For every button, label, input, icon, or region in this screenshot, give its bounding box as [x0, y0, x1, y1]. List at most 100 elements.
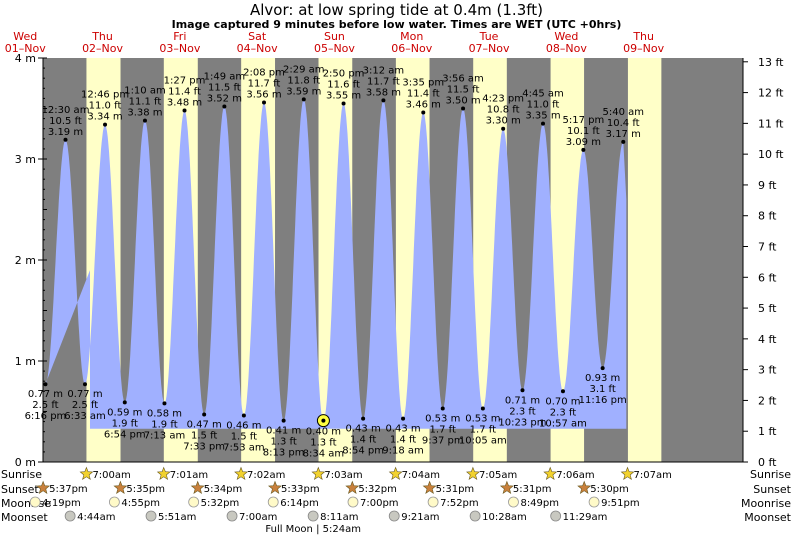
tide-point	[281, 418, 286, 423]
tide-point	[63, 137, 68, 142]
high-tide-metres: 3.52 m	[207, 93, 242, 104]
chart-subtitle: Image captured 9 minutes before low wate…	[171, 18, 622, 31]
y-right-tick-label: 6 ft	[758, 271, 777, 284]
moonrise-row-label-right: Moonrise	[741, 497, 791, 510]
high-tide-time: 5:17 pm	[562, 115, 604, 126]
day-of-week-label: Wed	[13, 30, 37, 43]
sunset-icon	[36, 480, 51, 494]
low-tide-metres: 0.93 m	[585, 373, 620, 384]
tide-point	[501, 126, 506, 131]
low-tide-feet: 1.7 ft	[470, 424, 496, 435]
high-tide-metres: 3.46 m	[406, 100, 441, 111]
day-of-week-label: Mon	[400, 30, 423, 43]
tide-point	[122, 400, 127, 405]
moonrise-icon	[508, 496, 519, 508]
y-right-tick-label: 3 ft	[758, 364, 777, 377]
high-tide-feet: 10.8 ft	[487, 105, 520, 116]
moonset-icon	[469, 510, 481, 522]
sunrise-time: 7:03am	[324, 470, 362, 481]
high-tide-feet: 10.1 ft	[567, 126, 600, 137]
moonset-time: 10:28am	[482, 512, 527, 523]
day-of-week-label: Thu	[632, 30, 654, 43]
low-tide-metres: 0.53 m	[465, 413, 500, 424]
low-tide-feet: 1.4 ft	[350, 435, 376, 446]
sunset-icon	[113, 480, 128, 494]
tide-point	[241, 413, 246, 418]
high-tide-metres: 3.35 m	[525, 111, 560, 122]
sunset-time: 5:30pm	[590, 484, 629, 495]
moon-phase-label: Full Moon | 5:24am	[265, 524, 361, 535]
high-tide-feet: 11.0 ft	[89, 101, 122, 112]
tide-point	[421, 110, 426, 115]
tide-point	[222, 104, 227, 109]
y-left-tick-label: 1 m	[15, 355, 36, 368]
sunset-row-label-right: Sunset	[753, 483, 791, 496]
sunrise-icon	[311, 466, 326, 480]
current-time-dot	[321, 418, 326, 423]
sunset-icon	[268, 480, 282, 494]
moonset-icon	[388, 510, 400, 522]
tide-point	[202, 412, 207, 417]
sunrise-time: 7:01am	[170, 470, 208, 481]
low-tide-time: 8:13 pm	[263, 448, 305, 459]
high-tide-time: 3:56 am	[442, 74, 484, 85]
sunset-time: 5:33pm	[281, 484, 320, 495]
moonrise-time: 5:32pm	[201, 498, 240, 509]
sunset-icon	[190, 480, 205, 494]
y-right-tick-label: 13 ft	[758, 56, 784, 69]
moonrise-icon	[108, 496, 120, 508]
low-tide-metres: 0.43 m	[385, 424, 420, 435]
low-tide-time: 10:05 am	[459, 435, 507, 446]
date-label: 08–Nov	[546, 42, 587, 55]
high-tide-time: 12:30 am	[42, 105, 90, 116]
day-of-week-label: Thu	[91, 30, 113, 43]
sunrise-time: 7:00am	[92, 470, 130, 481]
low-tide-time: 8:54 pm	[342, 446, 384, 457]
y-right-tick-label: 4 ft	[758, 333, 777, 346]
y-right-tick-label: 10 ft	[758, 148, 784, 161]
tide-point	[341, 101, 346, 106]
moonset-time: 4:44am	[77, 512, 115, 523]
tide-point	[401, 416, 406, 421]
sunrise-time: 7:07am	[634, 470, 672, 481]
low-tide-metres: 0.58 m	[147, 408, 182, 419]
low-tide-feet: 1.3 ft	[310, 438, 336, 449]
moonrise-time: 8:49pm	[520, 498, 559, 509]
tide-point	[461, 106, 466, 111]
y-left-tick-label: 0 m	[15, 456, 36, 469]
tide-point	[520, 388, 525, 393]
tide-area	[45, 99, 627, 429]
high-tide-time: 1:10 am	[124, 86, 166, 97]
high-tide-metres: 3.17 m	[606, 129, 641, 140]
low-tide-time: 7:13 am	[144, 430, 186, 441]
moonrise-icon	[29, 496, 41, 508]
high-tide-time: 3:12 am	[363, 65, 405, 76]
moonrise-icon	[267, 496, 279, 508]
low-tide-feet: 1.3 ft	[270, 437, 296, 448]
low-tide-feet: 1.5 ft	[231, 432, 257, 443]
low-tide-time: 6:33 am	[64, 411, 106, 422]
day-of-week-label: Tue	[479, 30, 499, 43]
sunset-time: 5:32pm	[358, 484, 397, 495]
low-tide-feet: 3.1 ft	[589, 384, 615, 395]
high-tide-feet: 11.4 ft	[407, 89, 440, 100]
moonset-row-label-left: Moonset	[1, 511, 48, 524]
tide-point	[621, 139, 626, 144]
sunrise-icon	[79, 466, 94, 480]
sunset-icon	[577, 480, 592, 494]
high-tide-feet: 10.5 ft	[49, 116, 82, 127]
moonset-time: 8:11am	[320, 512, 358, 523]
high-tide-time: 2:50 pm	[323, 68, 365, 79]
tide-point	[301, 97, 306, 102]
low-tide-metres: 0.43 m	[346, 424, 381, 435]
high-tide-time: 1:27 pm	[164, 76, 206, 87]
y-left-tick-label: 2 m	[15, 254, 36, 267]
moonrise-time: 7:52pm	[440, 498, 479, 509]
y-left-tick-label: 3 m	[15, 153, 36, 166]
y-right-tick-label: 12 ft	[758, 87, 784, 100]
day-of-week-label: Sat	[248, 30, 267, 43]
high-tide-feet: 11.7 ft	[367, 76, 400, 87]
low-tide-metres: 0.59 m	[107, 407, 142, 418]
